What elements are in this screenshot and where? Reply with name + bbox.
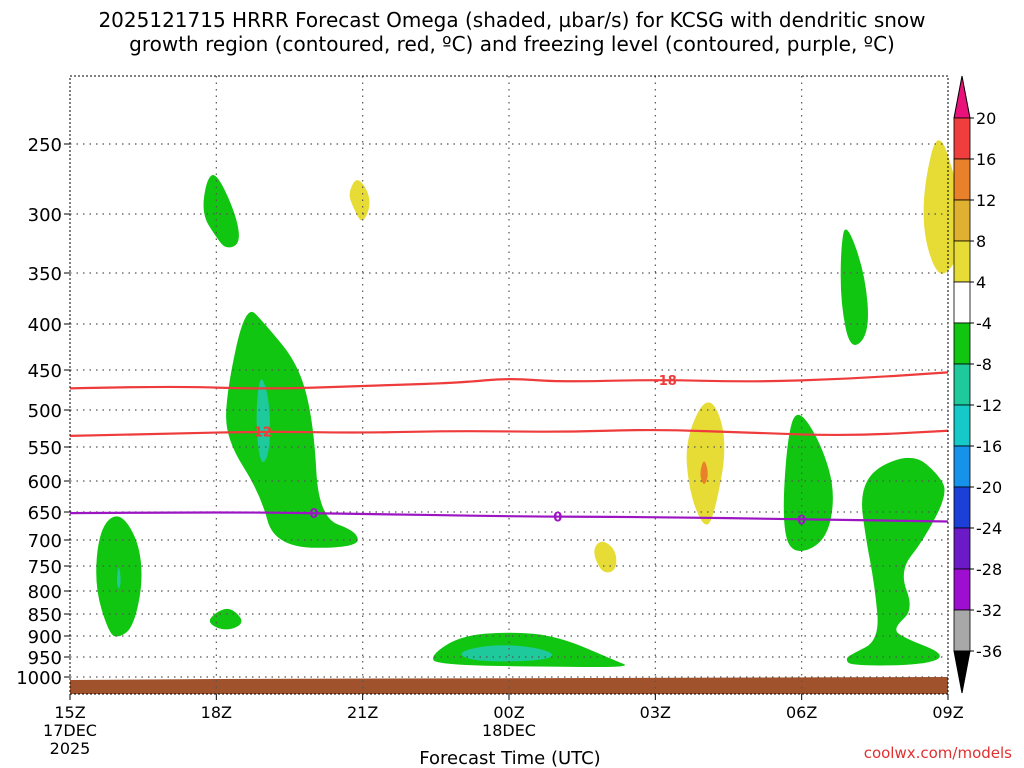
y-tick-label: 400 [28, 315, 62, 336]
omega-region-5 [256, 379, 270, 463]
y-tick-label: 700 [28, 531, 62, 552]
colorbar-swatch [953, 404, 971, 447]
colorbar-label: -12 [976, 396, 1002, 415]
x-tick-label: 09Z [932, 703, 963, 722]
y-tick-label: 300 [28, 205, 62, 226]
y-tick-label: 800 [28, 582, 62, 603]
contour-layer: -12 -18 0 0 0 [69, 371, 949, 528]
colorbar-bottom-arrow [953, 650, 971, 694]
plot-frame [69, 75, 949, 695]
omega-region-15 [846, 457, 945, 666]
colorbar-label: -8 [976, 355, 992, 374]
y-tick-label: 1000 [16, 668, 62, 689]
x-tick-label: 00Z [493, 703, 524, 722]
y-tick-label: 850 [28, 605, 62, 626]
colorbar-label: -20 [976, 478, 1002, 497]
chart-title-line-2: growth region (contoured, red, ºC) and f… [129, 32, 895, 56]
colorbar-label: 4 [976, 273, 986, 292]
colorbar-swatch [953, 199, 971, 242]
y-tick-label: 350 [28, 264, 62, 285]
colorbar-label: 16 [976, 150, 996, 169]
y-tick-label: 550 [28, 438, 62, 459]
y-tick-label: 950 [28, 648, 62, 669]
colorbar-swatch [953, 568, 971, 611]
x-tick-label: 2025 [50, 739, 91, 758]
x-tick-label: 18Z [201, 703, 232, 722]
colorbar-label: -36 [976, 642, 1002, 661]
colorbar-label: 20 [976, 109, 996, 128]
contour-line-2 [69, 511, 949, 523]
colorbar-top-arrow [953, 75, 971, 119]
omega-region-12 [700, 461, 708, 484]
colorbar: 20 16 12 8 4 -4 -8 -12 -16 -20 -24 -28 -32 -36 [953, 75, 1002, 694]
y-tick-label: 650 [28, 503, 62, 524]
x-tick-label: 06Z [786, 703, 817, 722]
contour-line-1 [69, 371, 949, 390]
colorbar-label: 8 [976, 232, 986, 251]
omega-shading-layer [96, 140, 965, 667]
chart-title-line-1: 2025121715 HRRR Forecast Omega (shaded, … [98, 8, 926, 32]
y-tick-label: 250 [28, 135, 62, 156]
omega-region-13 [783, 414, 833, 551]
colorbar-swatch [953, 240, 971, 283]
colorbar-label: -28 [976, 560, 1002, 579]
x-tick-label: 18DEC [482, 721, 536, 740]
credit-text: coolwx.com/models [863, 744, 1012, 762]
colorbar-swatch [953, 322, 971, 365]
y-tick-label: 600 [28, 472, 62, 493]
omega-region-6 [349, 180, 370, 221]
y-tick-label: 900 [28, 627, 62, 648]
omega-region-2 [203, 175, 239, 248]
colorbar-label: -32 [976, 601, 1002, 620]
axes-layer: 2503003504004505005506006507007508008509… [16, 75, 964, 758]
x-axis-label: Forecast Time (UTC) [419, 748, 600, 768]
contour-label: 0 [309, 507, 318, 522]
colorbar-label: -24 [976, 519, 1002, 538]
contour-label: 0 [797, 513, 806, 528]
omega-region-3 [209, 608, 242, 630]
colorbar-label: 12 [976, 191, 996, 210]
colorbar-swatch [953, 158, 971, 201]
ground-fill [70, 677, 948, 694]
colorbar-swatch [953, 363, 971, 406]
colorbar-swatch [953, 281, 971, 324]
contour-label: -18 [653, 374, 677, 389]
contour-label: 0 [553, 511, 562, 526]
ground-surface-layer [70, 677, 948, 694]
x-tick-label: 21Z [347, 703, 378, 722]
y-tick-label: 750 [28, 557, 62, 578]
x-tick-label: 15Z [54, 703, 85, 722]
omega-region-1 [116, 567, 121, 589]
colorbar-swatch [953, 486, 971, 529]
colorbar-swatch [953, 609, 971, 652]
omega-region-4 [226, 311, 358, 548]
x-tick-label: 03Z [640, 703, 671, 722]
colorbar-label: -4 [976, 314, 992, 333]
colorbar-label: -16 [976, 437, 1002, 456]
grid-layer [70, 76, 948, 694]
contour-line-0 [69, 428, 949, 437]
omega-region-14 [840, 229, 869, 345]
omega-region-9 [461, 645, 553, 662]
contour-label: -12 [248, 426, 272, 441]
y-tick-label: 500 [28, 401, 62, 422]
x-tick-label: 17DEC [43, 721, 97, 740]
colorbar-swatch [953, 527, 971, 570]
colorbar-swatch [953, 445, 971, 488]
omega-region-10 [594, 541, 617, 573]
colorbar-swatch [953, 117, 971, 160]
y-tick-label: 450 [28, 361, 62, 382]
